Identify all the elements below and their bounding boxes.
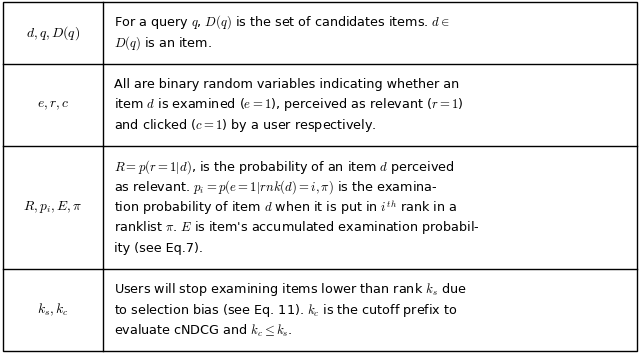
Text: $e, r, c$: $e, r, c$ [37, 98, 70, 112]
Text: tion probability of item $d$ when it is put in $i^{th}$ rank in a: tion probability of item $d$ when it is … [114, 198, 457, 217]
Text: as relevant. $p_i = p(e = 1|rnk(d) = i, \pi)$ is the examina-: as relevant. $p_i = p(e = 1|rnk(d) = i, … [114, 178, 437, 196]
Text: $D(q)$ is an item.: $D(q)$ is an item. [114, 34, 212, 52]
Text: evaluate cNDCG and $k_c \leq k_s$.: evaluate cNDCG and $k_c \leq k_s$. [114, 322, 292, 339]
Text: $R = p(r = 1|d)$, is the probability of an item $d$ perceived: $R = p(r = 1|d)$, is the probability of … [114, 158, 454, 175]
Text: For a query $q$, $D(q)$ is the set of candidates items. $d \in$: For a query $q$, $D(q)$ is the set of ca… [114, 14, 450, 31]
Text: ity (see Eq.7).: ity (see Eq.7). [114, 242, 203, 255]
Text: $d, q, D(q)$: $d, q, D(q)$ [26, 24, 80, 42]
Text: Users will stop examining items lower than rank $k_s$ due: Users will stop examining items lower th… [114, 281, 467, 298]
Text: All are binary random variables indicating whether an: All are binary random variables indicati… [114, 78, 459, 91]
Text: to selection bias (see Eq. 11). $k_c$ is the cutoff prefix to: to selection bias (see Eq. 11). $k_c$ is… [114, 301, 458, 319]
Text: item $d$ is examined ($e = 1$), perceived as relevant ($r = 1$): item $d$ is examined ($e = 1$), perceive… [114, 96, 463, 113]
Text: ranklist $\pi$. $E$ is item's accumulated examination probabil-: ranklist $\pi$. $E$ is item's accumulate… [114, 219, 479, 236]
Text: and clicked ($c = 1$) by a user respectively.: and clicked ($c = 1$) by a user respecti… [114, 117, 376, 134]
Text: $k_s, k_c$: $k_s, k_c$ [37, 302, 69, 318]
Text: $R, p_i, E, \pi$: $R, p_i, E, \pi$ [24, 199, 83, 215]
